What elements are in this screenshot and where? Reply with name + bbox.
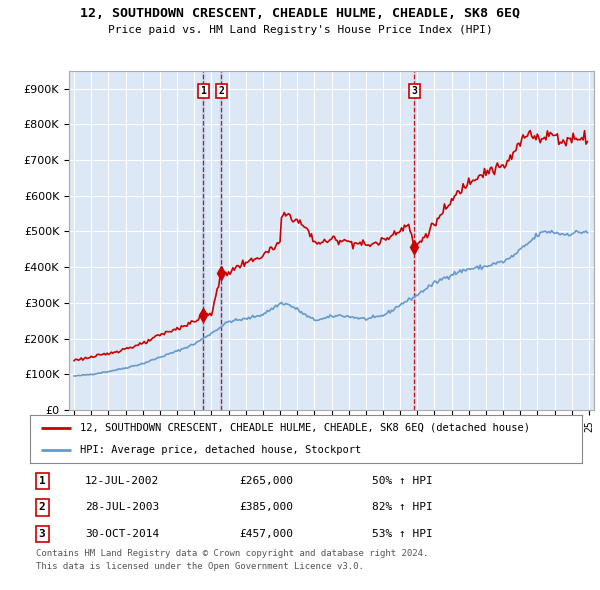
Text: 1: 1 [39, 476, 46, 486]
Text: 12-JUL-2002: 12-JUL-2002 [85, 476, 160, 486]
Text: 3: 3 [39, 529, 46, 539]
Text: This data is licensed under the Open Government Licence v3.0.: This data is licensed under the Open Gov… [36, 562, 364, 571]
Text: 3: 3 [412, 86, 418, 96]
Text: 28-JUL-2003: 28-JUL-2003 [85, 503, 160, 513]
Text: Contains HM Land Registry data © Crown copyright and database right 2024.: Contains HM Land Registry data © Crown c… [36, 549, 428, 558]
Bar [413, 71, 415, 410]
Text: 1: 1 [200, 86, 206, 96]
Bar [220, 71, 222, 410]
Text: £457,000: £457,000 [240, 529, 294, 539]
Text: 50% ↑ HPI: 50% ↑ HPI [372, 476, 433, 486]
Text: £385,000: £385,000 [240, 503, 294, 513]
Text: 53% ↑ HPI: 53% ↑ HPI [372, 529, 433, 539]
Text: 2: 2 [39, 503, 46, 513]
Text: 30-OCT-2014: 30-OCT-2014 [85, 529, 160, 539]
Text: 82% ↑ HPI: 82% ↑ HPI [372, 503, 433, 513]
Text: £265,000: £265,000 [240, 476, 294, 486]
Text: Price paid vs. HM Land Registry's House Price Index (HPI): Price paid vs. HM Land Registry's House … [107, 25, 493, 35]
Text: HPI: Average price, detached house, Stockport: HPI: Average price, detached house, Stoc… [80, 445, 361, 455]
Bar [202, 71, 204, 410]
Text: 2: 2 [218, 86, 224, 96]
Text: 12, SOUTHDOWN CRESCENT, CHEADLE HULME, CHEADLE, SK8 6EQ: 12, SOUTHDOWN CRESCENT, CHEADLE HULME, C… [80, 7, 520, 20]
Text: 12, SOUTHDOWN CRESCENT, CHEADLE HULME, CHEADLE, SK8 6EQ (detached house): 12, SOUTHDOWN CRESCENT, CHEADLE HULME, C… [80, 423, 530, 433]
